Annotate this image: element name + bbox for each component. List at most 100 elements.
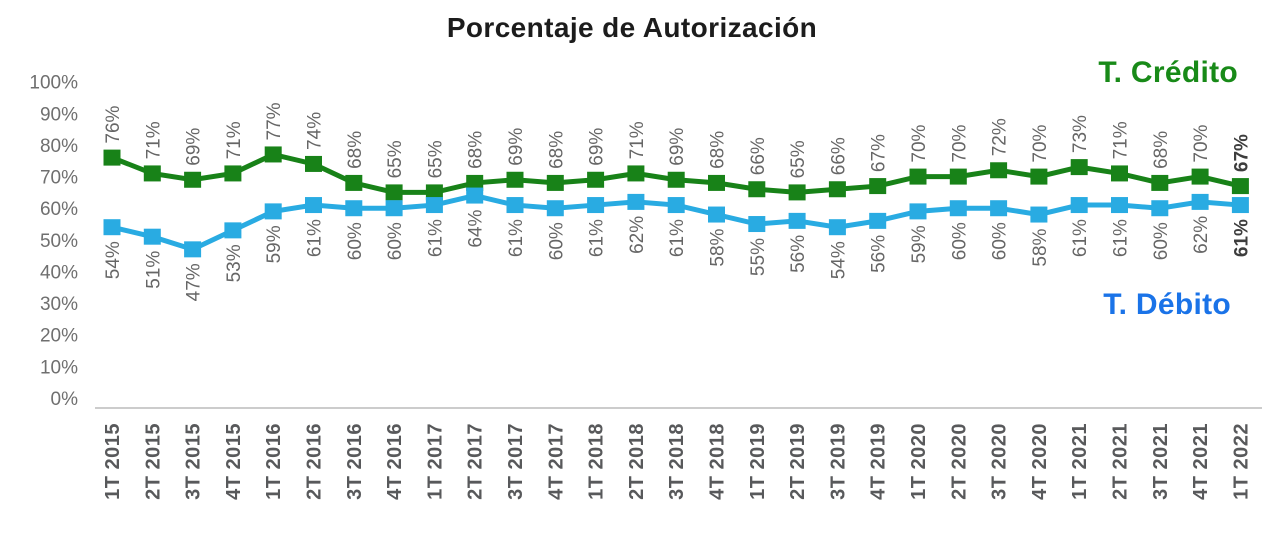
x-tick-label: 4T 2018	[707, 423, 729, 500]
y-tick-label: 100%	[29, 73, 78, 94]
data-point-marker	[708, 174, 725, 191]
data-label: 73%	[1070, 115, 1091, 153]
data-point-marker	[1111, 197, 1128, 214]
data-label: 60%	[990, 222, 1011, 260]
data-label: 58%	[708, 228, 729, 266]
data-point-marker	[667, 171, 685, 188]
data-label: 56%	[869, 235, 890, 273]
data-point-marker	[1231, 197, 1249, 214]
data-label: 61%	[305, 219, 326, 257]
y-tick-label: 20%	[40, 326, 78, 347]
data-label: 60%	[345, 222, 366, 260]
data-label: 67%	[1231, 134, 1252, 172]
data-point-marker	[546, 200, 564, 217]
data-label: 65%	[385, 140, 406, 178]
data-point-marker	[305, 155, 322, 172]
data-label: 61%	[587, 219, 608, 257]
y-tick-label: 80%	[40, 136, 78, 157]
data-label: 64%	[466, 209, 487, 247]
data-label: 47%	[184, 263, 205, 301]
x-tick-label: 1T 2015	[102, 423, 124, 500]
data-point-marker	[103, 219, 121, 236]
data-label: 62%	[1191, 216, 1212, 254]
data-point-marker	[990, 200, 1008, 217]
x-tick-label: 1T 2016	[263, 423, 285, 500]
chart-title: Porcentaje de Autorización	[446, 12, 818, 43]
data-point-marker	[385, 200, 403, 217]
data-point-marker	[828, 181, 846, 198]
x-tick-label: 4T 2019	[868, 423, 890, 500]
y-tick-label: 50%	[40, 231, 78, 252]
data-label: 70%	[1191, 124, 1212, 162]
data-point-marker	[425, 197, 443, 214]
data-point-marker	[667, 197, 685, 214]
data-point-marker	[506, 171, 524, 188]
data-label: 58%	[1030, 228, 1051, 266]
data-point-marker	[184, 241, 202, 258]
x-tick-label: 1T 2019	[747, 423, 769, 500]
data-label: 60%	[1151, 222, 1172, 260]
data-point-marker	[869, 212, 887, 229]
data-label: 61%	[1111, 219, 1132, 257]
data-label: 59%	[909, 225, 930, 263]
data-point-marker	[305, 197, 322, 214]
data-label: 68%	[345, 131, 366, 169]
data-label: 60%	[385, 222, 406, 260]
x-tick-label: 1T 2022	[1230, 423, 1252, 500]
data-label: 71%	[627, 121, 648, 159]
data-label: 69%	[667, 128, 688, 166]
data-point-marker	[466, 187, 484, 204]
data-point-marker	[1070, 159, 1088, 176]
y-tick-label: 0%	[51, 389, 79, 410]
data-label: 61%	[1231, 219, 1252, 257]
data-point-marker	[1151, 174, 1169, 191]
x-tick-label: 2T 2019	[787, 423, 809, 500]
data-label: 54%	[103, 241, 124, 279]
data-label: 71%	[224, 121, 245, 159]
data-label: 61%	[1070, 219, 1091, 257]
y-tick-label: 40%	[40, 262, 78, 283]
data-point-marker	[103, 149, 121, 166]
x-tick-label: 3T 2021	[1150, 423, 1172, 500]
data-point-marker	[264, 203, 282, 220]
data-label: 71%	[143, 121, 164, 159]
x-tick-label: 4T 2016	[384, 423, 406, 500]
data-point-marker	[1070, 197, 1088, 214]
data-point-marker	[869, 178, 887, 195]
data-label: 55%	[748, 238, 769, 276]
x-tick-label: 3T 2018	[666, 423, 688, 500]
data-point-marker	[345, 174, 363, 191]
data-label: 69%	[506, 128, 527, 166]
data-point-marker	[748, 181, 766, 198]
x-tick-label: 4T 2020	[1029, 423, 1051, 500]
x-tick-label: 1T 2018	[586, 423, 608, 500]
data-point-marker	[546, 174, 564, 191]
data-point-marker	[748, 216, 766, 233]
data-label: 77%	[264, 102, 285, 140]
data-point-marker	[627, 165, 645, 182]
x-tick-label: 4T 2017	[545, 423, 567, 500]
data-label: 66%	[748, 137, 769, 175]
data-point-marker	[990, 162, 1008, 179]
data-point-marker	[506, 197, 524, 214]
data-point-marker	[1231, 178, 1249, 195]
data-point-marker	[1151, 200, 1169, 217]
y-tick-label: 10%	[40, 357, 78, 378]
x-tick-label: 1T 2020	[908, 423, 930, 500]
data-label: 61%	[425, 219, 446, 257]
data-point-marker	[345, 200, 363, 217]
x-tick-label: 2T 2018	[626, 423, 648, 500]
x-tick-label: 3T 2017	[505, 423, 527, 500]
data-label: 69%	[184, 128, 205, 166]
data-label: 68%	[466, 131, 487, 169]
data-point-marker	[224, 222, 242, 239]
data-label: 54%	[828, 241, 849, 279]
x-tick-label: 4T 2015	[223, 423, 245, 500]
data-point-marker	[828, 219, 846, 236]
data-label: 68%	[1151, 131, 1172, 169]
data-point-marker	[708, 206, 725, 223]
data-label: 70%	[949, 124, 970, 162]
data-point-marker	[264, 146, 282, 163]
